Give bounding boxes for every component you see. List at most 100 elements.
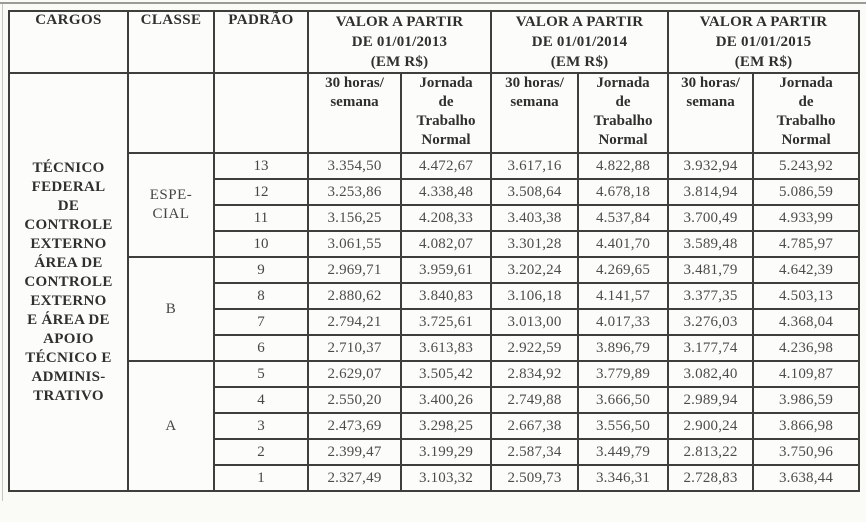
- subheader-row: TÉCNICO FEDERAL DE CONTROLE EXTERNO ÁREA…: [8, 72, 861, 492]
- subheader-30h-2014: 30 horas/ semana: [490, 72, 580, 154]
- padrao-cell: 3: [213, 412, 309, 440]
- value-cell: 2.794,21: [307, 308, 402, 336]
- value-cell: 2.550,20: [307, 386, 402, 414]
- table-row: B 9 2.969,71 3.959,61 3.202,24 4.269,65 3.481,…: [9, 256, 861, 362]
- value-cell: 3.840,83: [399, 282, 493, 310]
- value-cell: 4.472,67: [399, 152, 493, 180]
- value-cell: 3.202,24: [490, 256, 580, 284]
- value-cell: 3.013,00: [490, 308, 580, 336]
- header-row: CARGOS CLASSE PADRÃO VALOR A PARTIR DE 0…: [8, 10, 861, 74]
- padrao-cell: 11: [213, 204, 309, 232]
- padrao-cell: 13: [213, 152, 309, 180]
- value-cell: 4.338,48: [399, 178, 493, 206]
- padrao-cell: 9: [213, 256, 309, 284]
- padrao-cell: 1: [213, 464, 309, 492]
- padrao-cell: 8: [213, 282, 309, 310]
- value-cell: 3.199,29: [399, 438, 493, 466]
- value-cell: 4.933,99: [752, 204, 861, 232]
- padrao-spacer-cell: [213, 72, 309, 154]
- value-cell: 3.301,28: [490, 230, 580, 258]
- value-cell: 2.710,37: [307, 334, 402, 362]
- value-cell: 3.589,48: [667, 230, 755, 258]
- value-cell: 2.399,47: [307, 438, 402, 466]
- table-row: 7 2.794,21 3.725,61 3.013,00 4.017,33 3.276,0…: [9, 308, 861, 336]
- value-cell: 3.556,50: [577, 412, 670, 440]
- value-cell: 2.813,22: [667, 438, 755, 466]
- value-cell: 4.678,18: [577, 178, 670, 206]
- value-cell: 3.481,79: [667, 256, 755, 284]
- value-cell: 3.400,26: [399, 386, 493, 414]
- padrao-cell: 10: [213, 230, 309, 258]
- table-row: A 5 2.629,07 3.505,42 2.834,92 3.779,89 3.082,…: [9, 360, 861, 492]
- value-cell: 2.728,83: [667, 464, 755, 492]
- value-cell: 2.509,73: [490, 464, 580, 492]
- value-cell: 2.629,07: [307, 360, 402, 388]
- scan-artifact-top-line: [0, 2, 866, 4]
- value-cell: 3.866,98: [752, 412, 861, 440]
- col-header-classe: CLASSE: [127, 10, 215, 74]
- value-cell: 3.103,32: [399, 464, 493, 492]
- table-row: 3 2.473,69 3.298,25 2.667,38 3.556,50 2.900,2…: [9, 412, 861, 440]
- value-cell: 2.749,88: [490, 386, 580, 414]
- classe-group-cell: ESPE- CIAL: [127, 152, 215, 258]
- padrao-cell: 6: [213, 334, 309, 362]
- table-row: 12 3.253,86 4.338,48 3.508,64 4.678,18 3.814,…: [9, 178, 861, 206]
- value-cell: 3.082,40: [667, 360, 755, 388]
- value-cell: 3.932,94: [667, 152, 755, 180]
- value-cell: 4.503,13: [752, 282, 861, 310]
- table-row: 1 2.327,49 3.103,32 2.509,73 3.346,31 2.728,8…: [9, 464, 861, 492]
- value-cell: 3.449,79: [577, 438, 670, 466]
- value-cell: 3.666,50: [577, 386, 670, 414]
- padrao-cell: 7: [213, 308, 309, 336]
- classe-group-cell: A: [127, 360, 215, 492]
- padrao-cell: 5: [213, 360, 309, 388]
- classe-group-cell: B: [127, 256, 215, 362]
- col-header-valor-2014: VALOR A PARTIR DE 01/01/2014 (EM R$): [490, 10, 670, 74]
- value-cell: 3.377,35: [667, 282, 755, 310]
- value-cell: 4.141,57: [577, 282, 670, 310]
- classe-spacer-cell: [127, 72, 215, 154]
- table-row: 2 2.399,47 3.199,29 2.587,34 3.449,79 2.813,2…: [9, 438, 861, 466]
- table-row: 6 2.710,37 3.613,83 2.922,59 3.896,79 3.177,7…: [9, 334, 861, 362]
- value-cell: 3.298,25: [399, 412, 493, 440]
- value-cell: 5.086,59: [752, 178, 861, 206]
- value-cell: 3.613,83: [399, 334, 493, 362]
- value-cell: 4.017,33: [577, 308, 670, 336]
- value-cell: 3.779,89: [577, 360, 670, 388]
- value-cell: 3.959,61: [399, 256, 493, 284]
- table-row: ESPE- CIAL 13 3.354,50 4.472,67 3.617,16 4.82…: [9, 152, 861, 258]
- value-cell: 3.508,64: [490, 178, 580, 206]
- table-row: 4 2.550,20 3.400,26 2.749,88 3.666,50 2.989,9…: [9, 386, 861, 414]
- value-cell: 3.403,38: [490, 204, 580, 232]
- salary-table: CARGOS CLASSE PADRÃO VALOR A PARTIR DE 0…: [8, 10, 861, 492]
- value-cell: 4.368,04: [752, 308, 861, 336]
- value-cell: 4.236,98: [752, 334, 861, 362]
- col-header-valor-2013: VALOR A PARTIR DE 01/01/2013 (EM R$): [306, 10, 493, 74]
- value-cell: 2.834,92: [490, 360, 580, 388]
- value-cell: 4.401,70: [577, 230, 670, 258]
- subheader-30h-2013: 30 horas/ semana: [307, 72, 402, 154]
- value-cell: 5.243,92: [752, 152, 861, 180]
- value-cell: 3.106,18: [490, 282, 580, 310]
- value-cell: 3.750,96: [752, 438, 861, 466]
- value-cell: 3.896,79: [577, 334, 670, 362]
- value-cell: 3.253,86: [307, 178, 402, 206]
- padrao-cell: 2: [213, 438, 309, 466]
- value-cell: 3.276,03: [667, 308, 755, 336]
- value-cell: 2.922,59: [490, 334, 580, 362]
- value-cell: 4.109,87: [752, 360, 861, 388]
- value-cell: 3.814,94: [667, 178, 755, 206]
- value-cell: 2.587,34: [490, 438, 580, 466]
- value-cell: 3.986,59: [752, 386, 861, 414]
- value-cell: 3.061,55: [307, 230, 402, 258]
- padrao-cell: 12: [213, 178, 309, 206]
- value-cell: 4.269,65: [577, 256, 670, 284]
- value-cell: 2.327,49: [307, 464, 402, 492]
- value-cell: 2.473,69: [307, 412, 402, 440]
- col-header-padrao: PADRÃO: [213, 10, 309, 74]
- value-cell: 3.177,74: [667, 334, 755, 362]
- subheader-jornada-2014: Jornada de Trabalho Normal: [577, 72, 670, 154]
- value-cell: 3.346,31: [577, 464, 670, 492]
- table-row: 8 2.880,62 3.840,83 3.106,18 4.141,57 3.377,3…: [9, 282, 861, 310]
- value-cell: 2.880,62: [307, 282, 402, 310]
